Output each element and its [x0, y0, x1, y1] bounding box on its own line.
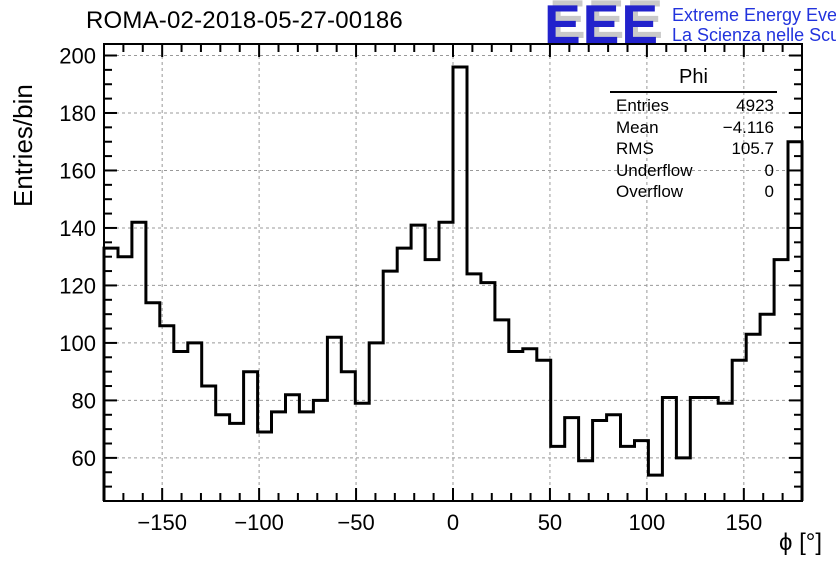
y-tick-label: 140 [59, 216, 96, 241]
y-axis-title: Entries/bin [8, 84, 38, 207]
stats-value: 0 [764, 160, 774, 180]
y-tick-label: 80 [72, 388, 96, 413]
page-title: ROMA-02-2018-05-27-00186 [86, 7, 403, 34]
stats-value: 105.7 [731, 139, 774, 158]
eee-logo: EEE [544, 0, 661, 55]
y-tick-label: 200 [59, 43, 96, 68]
eee-logo-text: Extreme Energy Events La Scienza nelle S… [672, 5, 836, 45]
x-tick-label: −150 [137, 510, 187, 535]
stats-row-entries: Entries 4923 [610, 95, 777, 117]
stats-box: Phi Entries 4923 Mean −4.116 RMS 105.7 U… [610, 66, 777, 203]
stats-value: 4923 [736, 96, 774, 115]
stats-label: RMS [616, 139, 654, 158]
x-tick-label: 100 [629, 510, 666, 535]
y-tick-label: 180 [59, 101, 96, 126]
plot-frame [103, 43, 803, 502]
stats-label: Mean [616, 117, 659, 137]
x-axis-title: ϕ [°] [779, 529, 823, 556]
eee-logo-line1: Extreme Energy Events [672, 5, 836, 25]
x-tick-label: 0 [447, 510, 459, 535]
stats-row-rms: RMS 105.7 [610, 138, 777, 160]
x-tick-label: 150 [725, 510, 762, 535]
stats-value: 0 [764, 182, 774, 201]
stats-row-mean: Mean −4.116 [610, 117, 777, 139]
x-tick-label: −50 [337, 510, 374, 535]
y-tick-label: 160 [59, 158, 96, 183]
y-tick-label: 120 [59, 273, 96, 298]
y-tick-label: 100 [59, 331, 96, 356]
x-tick-label: 50 [538, 510, 562, 535]
stats-label: Underflow [616, 160, 693, 180]
stats-row-underflow: Underflow 0 [610, 160, 777, 182]
x-tick-label: −100 [234, 510, 284, 535]
stats-row-overflow: Overflow 0 [610, 181, 777, 203]
y-tick-label: 60 [72, 446, 96, 471]
eee-logo-line2: La Scienza nelle Scuole [672, 25, 836, 45]
stats-value: −4.116 [722, 117, 774, 137]
stats-label: Entries [616, 96, 669, 115]
histogram-line [102, 65, 804, 501]
stats-label: Overflow [616, 182, 684, 201]
stats-title: Phi [610, 66, 777, 93]
